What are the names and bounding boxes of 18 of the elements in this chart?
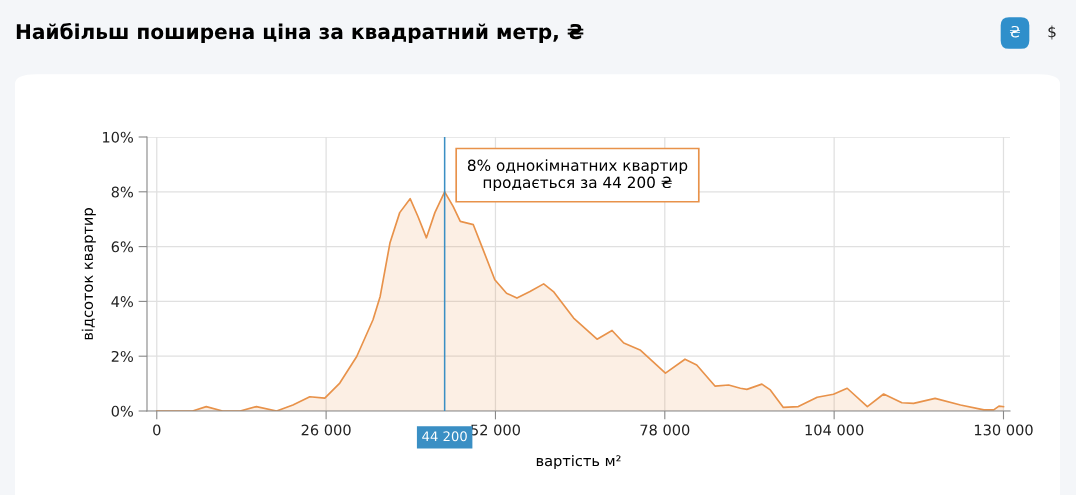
text: $ (1048, 25, 1056, 40)
x-tick-label: 26 000 (301, 424, 351, 436)
x-axis-title: вартість м² (536, 454, 621, 470)
y-tick-label: 8% (111, 186, 133, 198)
y-tick-label: 2% (111, 350, 133, 362)
x-tick-label: 130 000 (974, 424, 1033, 436)
y-tick-label: 0% (111, 405, 133, 417)
x-tick-label: 78 000 (640, 424, 690, 436)
chart-title: Найбільш поширена ціна за квадратний метр, ₴ (16, 22, 584, 44)
y-axis-title: відсоток квартир (81, 208, 96, 340)
y-tick-label: 10% (102, 131, 133, 143)
annotation: 8% однокімнатних квартир продається за 44 200 ₴ (467, 159, 688, 192)
x-tick-label: 0 (153, 424, 161, 436)
text: ₴ (1009, 25, 1021, 38)
ref-line-label: 44 200 (422, 431, 467, 442)
y-tick-label: 4% (111, 296, 133, 308)
x-tick-label: 104 000 (805, 424, 864, 436)
y-tick-label: 6% (111, 241, 133, 253)
